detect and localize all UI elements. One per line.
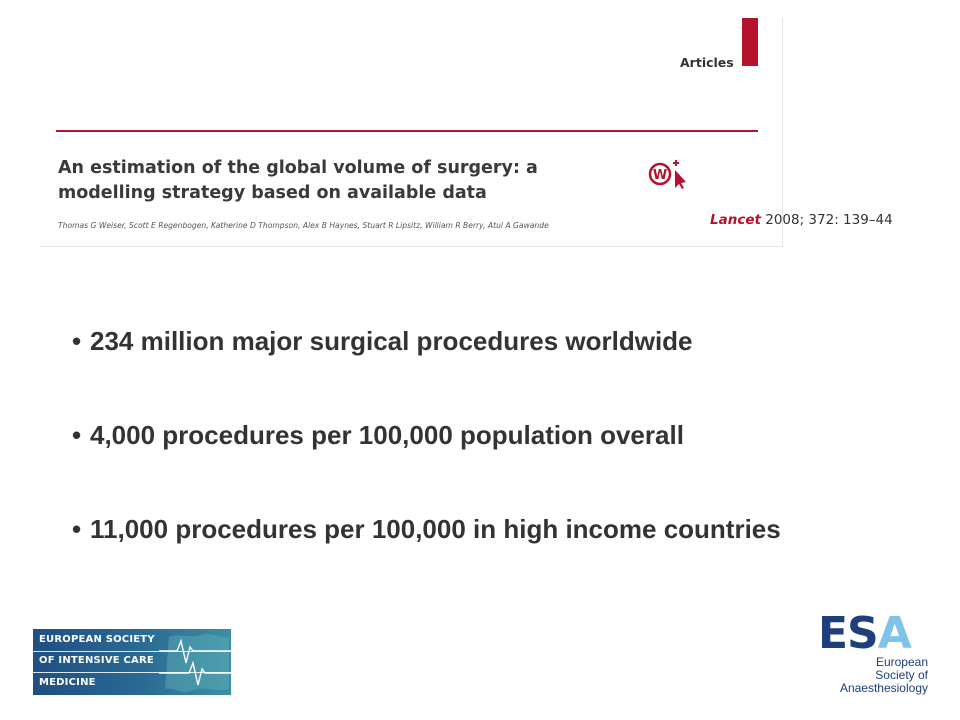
esa-mark: ESA — [818, 612, 912, 656]
article-authors: Thomas G Weiser, Scott E Regenbogen, Kat… — [58, 221, 549, 230]
esicm-divider — [33, 651, 231, 652]
header-rule — [56, 130, 758, 132]
esa-line-1: European — [875, 655, 928, 669]
article-title: An estimation of the global volume of su… — [58, 158, 538, 203]
list-item: • 11,000 procedures per 100,000 in high i… — [72, 506, 781, 552]
bullet-text: 4,000 procedures per 100,000 population … — [90, 420, 684, 450]
web-extra-icon: W — [648, 160, 686, 189]
esicm-line-2: OF INTENSIVE CARE — [39, 655, 154, 666]
list-item: • 234 million major surgical procedures w… — [72, 318, 781, 364]
citation-details: 2008; 372: 139–44 — [760, 212, 893, 228]
esa-line-2: Society of — [875, 668, 928, 682]
bullet-text: 234 million major surgical procedures wo… — [90, 326, 693, 356]
section-label: Articles — [680, 55, 734, 70]
esa-logo: ESA European Society of Anaesthesiology — [810, 612, 930, 698]
esa-mark-es: ES — [818, 608, 879, 659]
citation: Lancet 2008; 372: 139–44 — [710, 212, 893, 228]
article-header-excerpt: Articles An estimation of the global vol… — [40, 18, 783, 247]
esicm-divider — [33, 672, 231, 673]
map-heartbeat-icon — [159, 633, 231, 693]
key-facts-list: • 234 million major surgical procedures w… — [72, 318, 781, 600]
esa-line-3: Anaesthesiology — [839, 681, 928, 695]
bullet-marker: • — [72, 514, 82, 544]
esicm-line-3: MEDICINE — [39, 677, 96, 688]
citation-journal: Lancet — [710, 212, 761, 228]
web-extra-icon-label: W — [653, 168, 667, 183]
bullet-text: 11,000 procedures per 100,000 in high in… — [90, 514, 781, 544]
bullet-marker: • — [72, 420, 82, 450]
section-color-bar — [742, 18, 758, 66]
esicm-logo: EUROPEAN SOCIETY OF INTENSIVE CARE MEDIC… — [33, 629, 231, 695]
bullet-marker: • — [72, 326, 82, 356]
esa-name: European Society of Anaesthesiology — [818, 656, 928, 695]
list-item: • 4,000 procedures per 100,000 population… — [72, 412, 781, 458]
esicm-line-1: EUROPEAN SOCIETY — [39, 634, 155, 645]
esa-mark-a: A — [877, 608, 912, 659]
